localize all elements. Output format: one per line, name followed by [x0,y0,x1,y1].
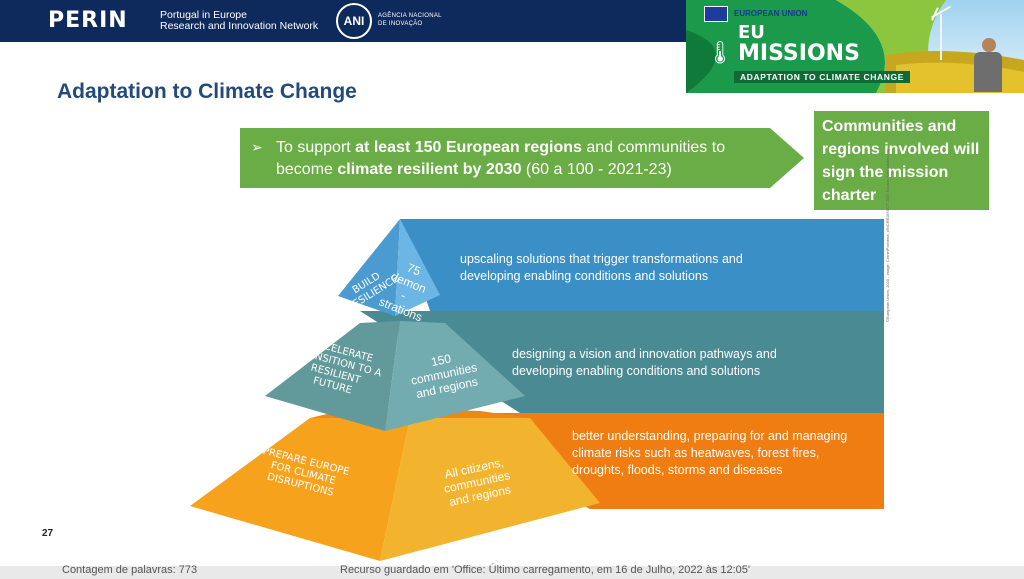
goal-arrow-shape [240,128,804,188]
eu-missions-word: MISSIONS [738,41,860,66]
top-right-face [395,219,440,316]
eu-banner-subtitle: ADAPTATION TO CLIMATE CHANGE [734,71,910,83]
pyramid-diagram: BUILD RESILIENCE 75 demon -strations ups… [190,213,890,563]
goal-arrow [240,128,804,188]
ani-subtitle-line2: DE INOVAÇÃO [378,21,423,27]
ani-subtitle: AGÊNCIA NACIONAL DE INOVAÇÃO [378,12,442,28]
bottom-description: better understanding, preparing for and … [572,429,848,477]
perin-subtitle-line1: Portugal in Europe [160,9,247,21]
goal-text-part: (60 a 100 - 2021-23) [521,161,672,178]
goal-text-part: To support [276,139,356,156]
top-description: upscaling solutions that trigger transfo… [460,252,743,283]
image-credit: ©European Union, 2020 - Image: CornelPoc… [885,149,890,322]
goal-text-bold: at least 150 European regions [355,139,582,156]
eu-word: EU [738,22,765,43]
eu-flag-icon [704,6,728,22]
thermometer-globe-icon: 🌡 [706,40,734,65]
person-body [974,52,1002,92]
goal-text-bold: climate resilient by 2030 [337,161,522,178]
top-band [400,219,884,311]
perin-subtitle-line2: Research and Innovation Network [160,20,319,32]
perin-logo: PERIN [48,8,128,33]
middle-right-face [385,321,525,431]
goal-text: To support at least 150 European regions… [276,137,786,181]
bottom-left-face [190,418,410,561]
slide: PERIN Portugal in Europe Research and In… [0,0,1024,566]
top-left-face [338,219,400,316]
eu-missions-banner: EUROPEAN UNION 🌡 EU MISSIONS ADAPTATION … [686,0,1024,93]
page-number: 27 [42,528,54,539]
bottom-right-face [380,418,600,561]
slide-title: Adaptation to Climate Change [57,80,357,103]
goal-text-part: and communities to become [276,139,726,178]
person-head [982,38,996,52]
word-count: Contagem de palavras: 773 [62,564,198,576]
ani-subtitle-line1: AGÊNCIA NACIONAL [378,13,442,19]
pyramid-shapes [190,219,884,561]
eu-union-label: EUROPEAN UNION [734,9,808,18]
middle-left-face [265,321,400,431]
ani-logo: ANI [336,3,372,39]
arrow-bullet-icon: ➢ [251,139,263,155]
underlying-status-bar: Contagem de palavras: 773 Recurso guarda… [0,564,1024,579]
save-status: Recurso guardado em 'Office: Último carr… [340,564,751,576]
mission-charter-box: Communities and regions involved will si… [814,111,989,210]
wind-turbine-icon [940,14,942,60]
middle-description: designing a vision and innovation pathwa… [512,347,777,378]
perin-subtitle: Portugal in Europe Research and Innovati… [160,10,318,32]
